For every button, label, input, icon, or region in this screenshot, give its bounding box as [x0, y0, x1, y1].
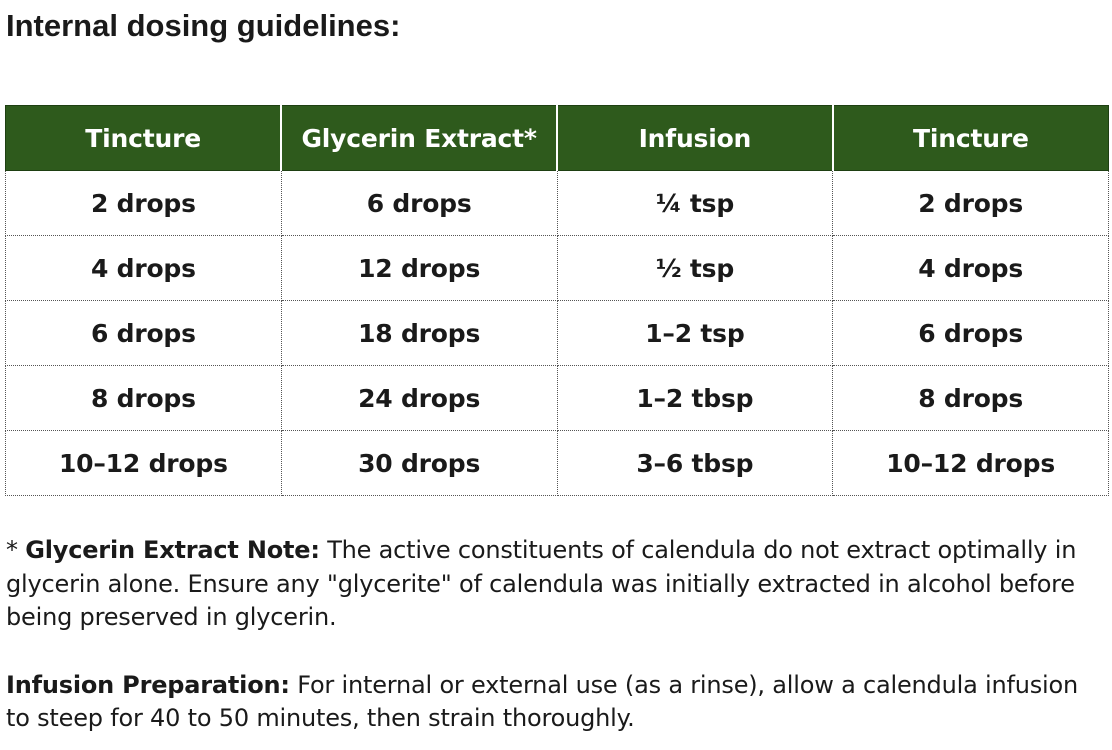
table-cell: 3–6 tbsp: [556, 430, 834, 496]
table-cell: 6 drops: [5, 300, 282, 366]
infusion-note-label: Infusion Preparation:: [6, 670, 290, 699]
notes-section: * Glycerin Extract Note: The active cons…: [6, 534, 1106, 736]
table-cell: 6 drops: [832, 300, 1109, 366]
table-row: 8 drops 24 drops 1–2 tbsp 8 drops: [5, 365, 1109, 431]
header-tincture: Tincture: [5, 105, 282, 171]
dosing-table: Tincture Glycerin Extract* Infusion Tinc…: [5, 105, 1109, 496]
table-cell: 1–2 tsp: [556, 300, 834, 366]
note-asterisk: *: [6, 536, 26, 564]
table-cell: 10–12 drops: [832, 430, 1109, 496]
table-cell: 4 drops: [5, 235, 282, 301]
table-row: 6 drops 18 drops 1–2 tsp 6 drops: [5, 300, 1109, 366]
header-infusion: Infusion: [556, 105, 834, 171]
table-header-row: Tincture Glycerin Extract* Infusion Tinc…: [5, 105, 1109, 171]
table-cell: 1–2 tbsp: [556, 365, 834, 431]
header-tincture-2: Tincture: [831, 105, 1109, 171]
table-cell: 2 drops: [5, 170, 282, 236]
table-cell: 2 drops: [832, 170, 1109, 236]
table-cell: 24 drops: [280, 365, 558, 431]
glycerin-note-text: The active constituents of calendula do …: [6, 536, 1077, 631]
infusion-note-text: For internal or external use (as a rinse…: [6, 670, 1079, 733]
glycerin-note-label: Glycerin Extract Note:: [25, 536, 320, 564]
table-cell: 8 drops: [5, 365, 282, 431]
table-cell: 8 drops: [832, 365, 1109, 431]
table-row: 4 drops 12 drops ½ tsp 4 drops: [5, 235, 1109, 301]
infusion-preparation-note: Infusion Preparation: For internal or ex…: [6, 669, 1106, 736]
table-row: 2 drops 6 drops ¼ tsp 2 drops: [5, 170, 1109, 236]
glycerin-extract-note: * Glycerin Extract Note: The active cons…: [6, 534, 1106, 635]
table-row: 10–12 drops 30 drops 3–6 tbsp 10–12 drop…: [5, 430, 1109, 496]
page-title: Internal dosing guidelines:: [6, 8, 401, 43]
table-cell: 30 drops: [280, 430, 558, 496]
header-glycerin-extract: Glycerin Extract*: [280, 105, 558, 171]
table-cell: 4 drops: [832, 235, 1109, 301]
table-cell: ¼ tsp: [556, 170, 834, 236]
table-cell: 12 drops: [280, 235, 558, 301]
table-cell: ½ tsp: [556, 235, 834, 301]
table-cell: 10–12 drops: [5, 430, 282, 496]
table-cell: 18 drops: [280, 300, 558, 366]
table-cell: 6 drops: [280, 170, 558, 236]
